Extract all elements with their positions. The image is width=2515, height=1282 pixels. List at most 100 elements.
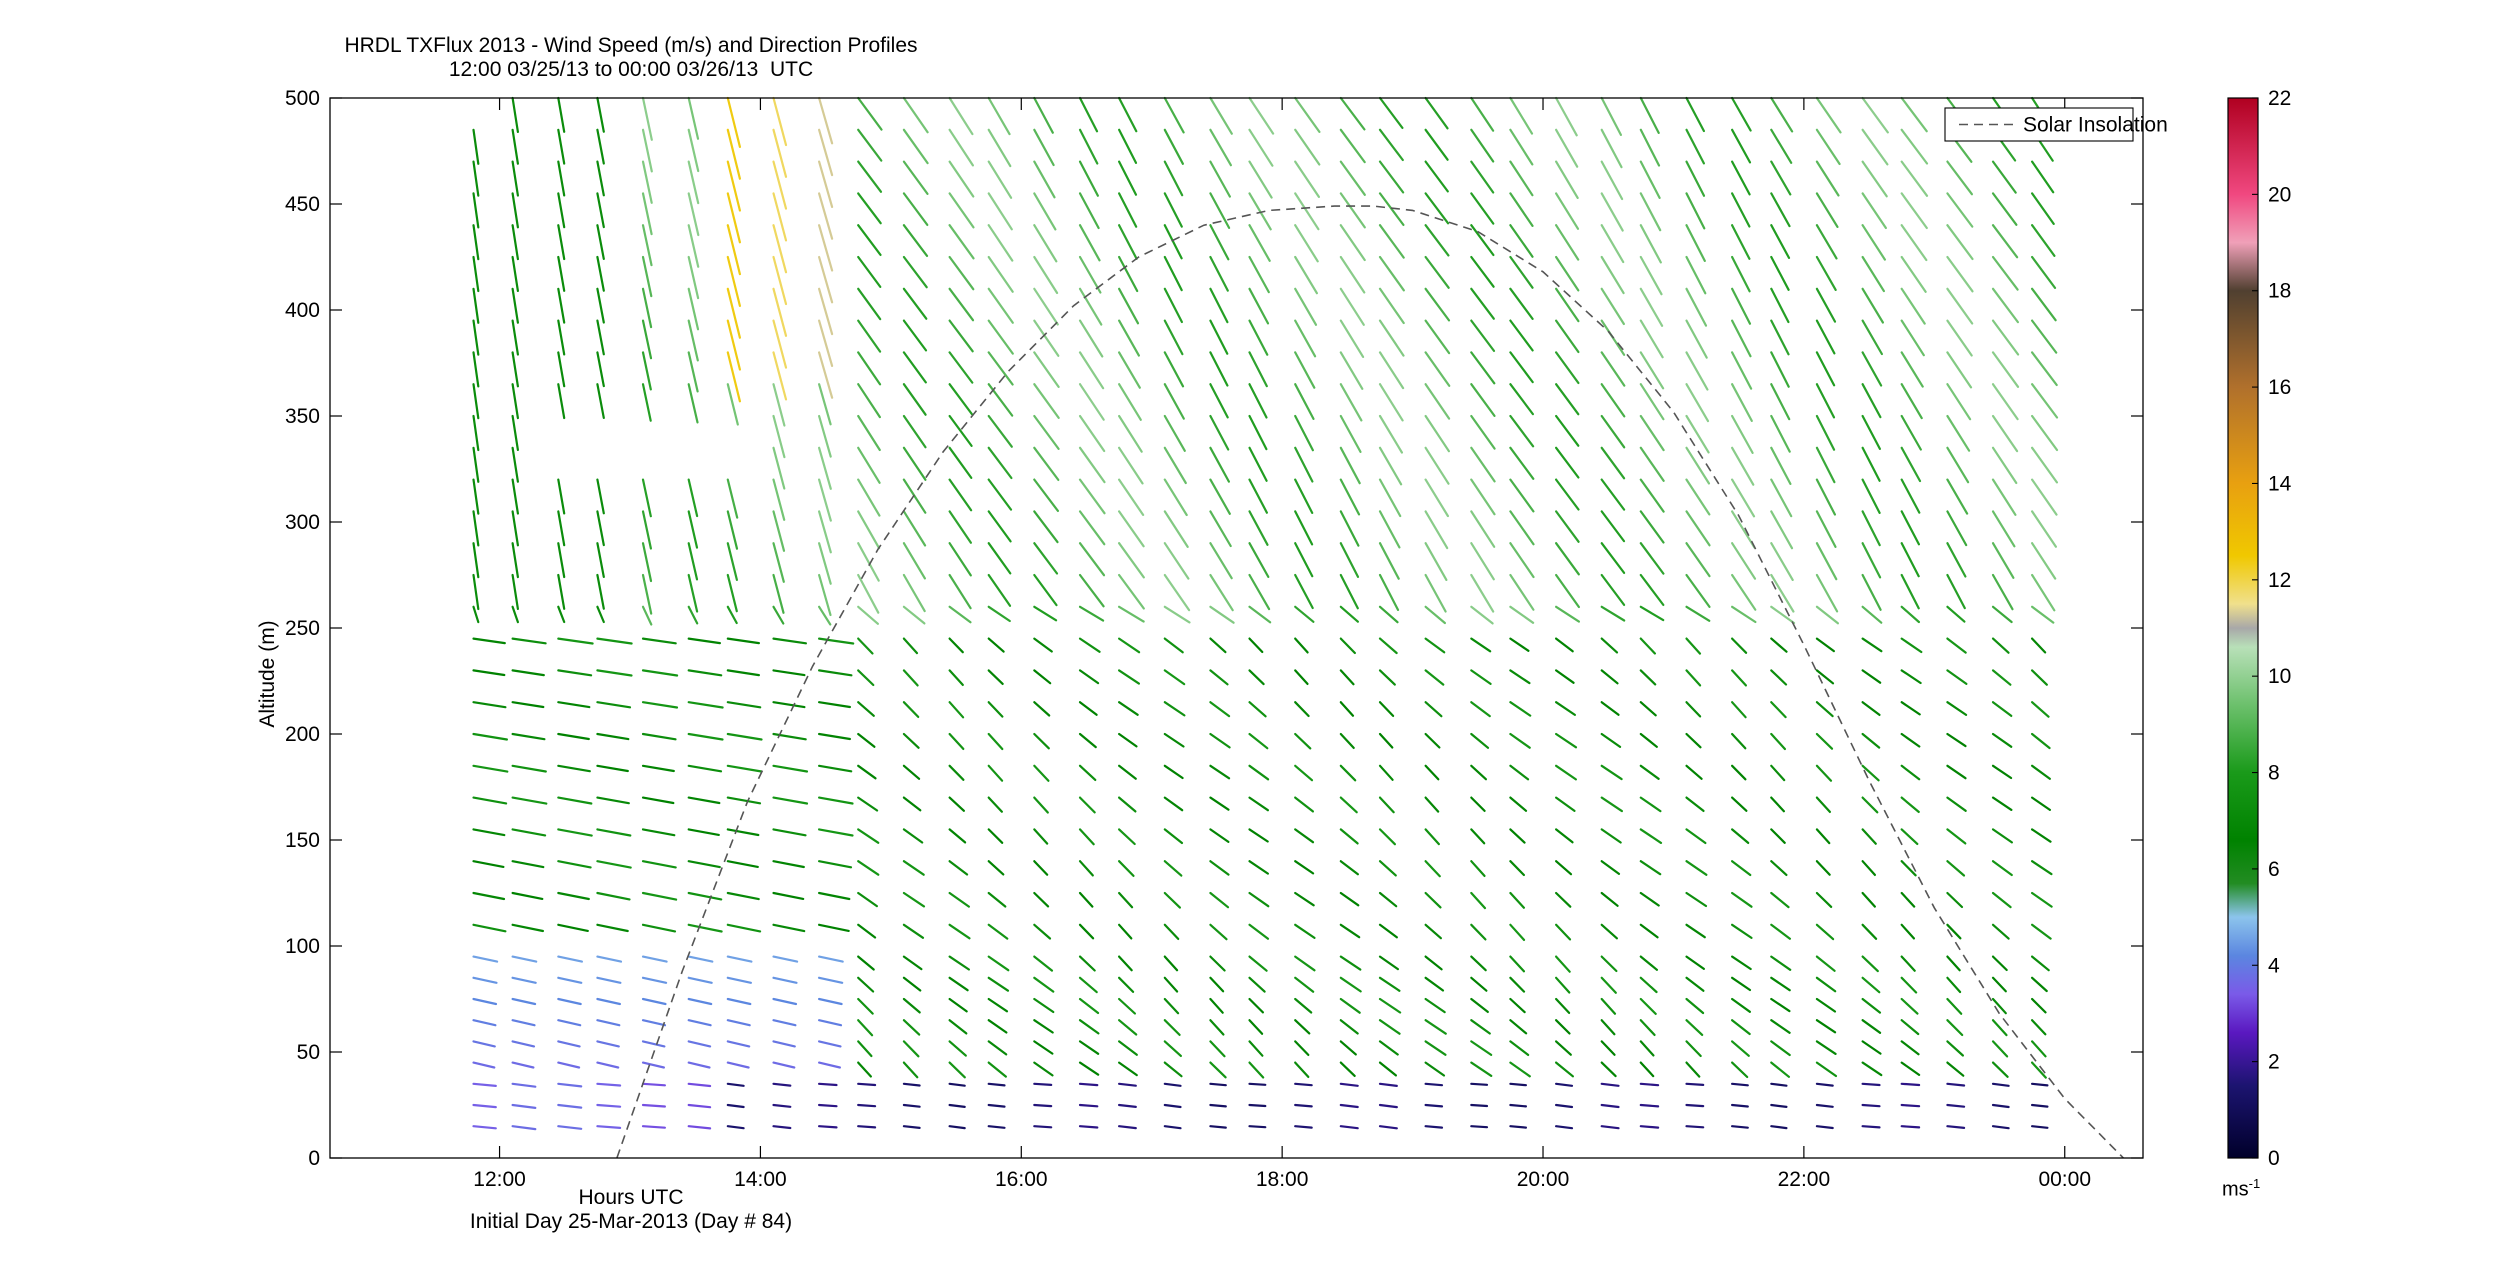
- wind-vector: [1815, 383, 1836, 419]
- wind-vector: [1685, 997, 1705, 1015]
- wind-vector: [817, 160, 834, 208]
- wind-vector: [1554, 1019, 1571, 1035]
- wind-vector: [1078, 955, 1096, 972]
- wind-vector: [1509, 955, 1526, 973]
- wind-vector: [687, 383, 699, 424]
- wind-vector: [2030, 764, 2051, 780]
- wind-vector: [1900, 446, 1922, 483]
- wind-vector: [772, 997, 798, 1006]
- wind-vector: [817, 637, 855, 645]
- wind-vector: [472, 446, 480, 483]
- wind-vector: [1861, 96, 1889, 134]
- wind-vector: [857, 1040, 873, 1058]
- wind-vector: [1209, 732, 1231, 749]
- wind-vector: [1424, 997, 1446, 1014]
- wind-vector: [472, 160, 480, 197]
- wind-vector: [1554, 351, 1580, 385]
- wind-vector: [902, 383, 927, 416]
- wind-vector: [1033, 955, 1054, 972]
- wind-vector: [557, 796, 593, 805]
- wind-vector: [772, 796, 809, 805]
- wind-vector: [511, 891, 544, 901]
- wind-vector: [1685, 351, 1709, 391]
- wind-vector: [1424, 976, 1445, 992]
- wind-vector: [1294, 478, 1314, 515]
- wind-vector: [1163, 192, 1183, 228]
- wind-vector: [1424, 319, 1451, 355]
- wind-vector: [1163, 414, 1186, 452]
- wind-vector: [1294, 976, 1315, 993]
- wind-vector: [1470, 764, 1488, 781]
- wind-vector: [1600, 160, 1624, 201]
- wind-vector: [1339, 96, 1366, 131]
- wind-vector: [1033, 669, 1052, 685]
- wind-vector: [1378, 637, 1398, 655]
- x-axis-label: Hours UTC: [578, 1186, 684, 1209]
- wind-vector: [511, 192, 520, 229]
- wind-vector: [1033, 1103, 1053, 1108]
- wind-vector: [987, 860, 1005, 876]
- wind-vector: [1163, 351, 1185, 388]
- wind-vector: [472, 255, 480, 293]
- wind-vector: [687, 796, 721, 805]
- wind-vector: [687, 828, 720, 837]
- wind-vector: [641, 891, 678, 901]
- wind-vector: [1991, 573, 2014, 611]
- wind-vector: [1078, 1061, 1100, 1076]
- wind-vector: [1685, 478, 1711, 516]
- wind-vector: [987, 224, 1014, 262]
- x-tick-label: 22:00: [1778, 1168, 1831, 1191]
- wind-vector: [1770, 542, 1794, 582]
- wind-vector: [2030, 319, 2058, 354]
- wind-vector: [817, 605, 832, 626]
- wind-vector: [902, 923, 925, 939]
- wind-vector: [1509, 764, 1530, 781]
- wind-vector: [1209, 573, 1234, 612]
- wind-vector: [1470, 828, 1486, 845]
- wind-vector: [1639, 414, 1665, 452]
- wind-vector: [1424, 891, 1442, 909]
- wind-vector: [1424, 414, 1451, 453]
- wind-vector: [987, 96, 1011, 136]
- wind-vector: [1078, 976, 1098, 994]
- wind-vector: [1509, 446, 1535, 480]
- wind-vector: [1554, 192, 1580, 230]
- wind-vector: [817, 96, 834, 145]
- wind-vector: [817, 255, 834, 304]
- wind-vector: [772, 637, 808, 645]
- wind-vector: [511, 414, 520, 451]
- x-tick-label: 20:00: [1517, 1168, 1570, 1191]
- wind-vector: [1639, 319, 1664, 359]
- wind-vector: [2030, 383, 2059, 419]
- wind-vector: [1861, 764, 1880, 782]
- wind-vector: [1033, 860, 1049, 876]
- wind-vector: [1378, 224, 1405, 259]
- wind-vector: [1900, 701, 1921, 716]
- wind-vector: [987, 1082, 1006, 1087]
- wind-vector: [1861, 732, 1881, 749]
- wind-vector: [1163, 255, 1183, 292]
- chart-subtitle: 12:00 03/25/13 to 00:00 03/26/13 UTC: [448, 58, 814, 81]
- colorbar-tick-label: 4: [2268, 954, 2280, 977]
- wind-vector: [1078, 414, 1106, 453]
- wind-vector: [772, 287, 788, 337]
- wind-vector: [1339, 997, 1361, 1014]
- wind-vector: [1339, 542, 1360, 579]
- wind-vector: [857, 128, 883, 162]
- wind-vector: [1946, 860, 1966, 877]
- wind-vector: [1509, 637, 1530, 652]
- wind-vector: [1294, 128, 1321, 166]
- wind-vector: [1509, 351, 1534, 384]
- wind-vector: [1770, 319, 1790, 356]
- wind-vector: [1117, 383, 1142, 421]
- wind-vector: [857, 997, 874, 1015]
- wind-vector: [1730, 160, 1751, 196]
- wind-vector: [557, 192, 566, 229]
- wind-vector: [1991, 796, 2013, 812]
- chart-title: HRDL TXFlux 2013 - Wind Speed (m/s) and …: [344, 34, 918, 57]
- wind-vector: [1209, 828, 1230, 844]
- wind-vector: [1509, 976, 1526, 993]
- wind-vector: [1248, 955, 1268, 972]
- wind-vector: [1600, 510, 1626, 543]
- wind-vector: [1600, 1061, 1617, 1078]
